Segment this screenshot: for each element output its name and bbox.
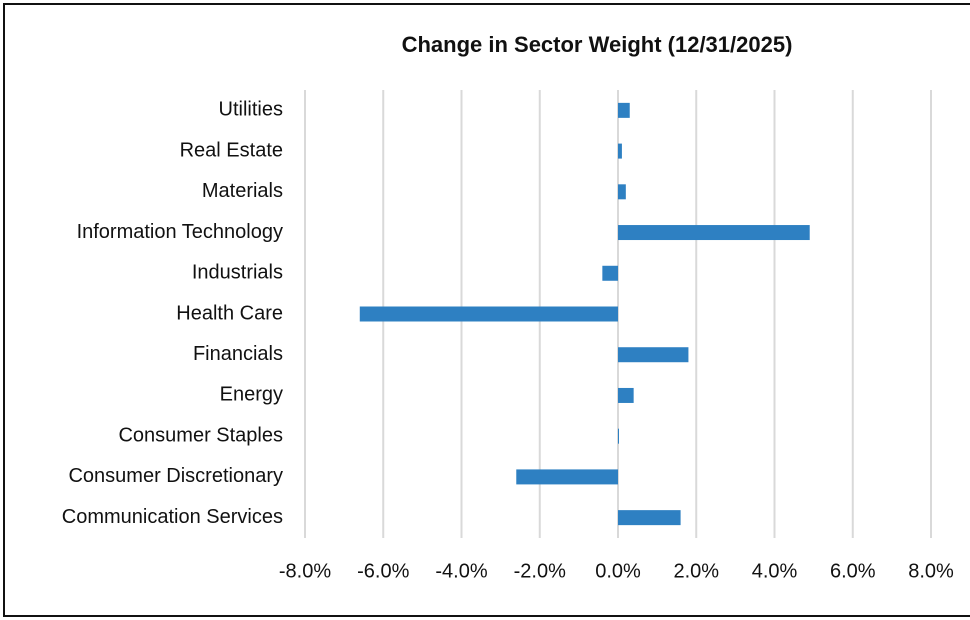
bar bbox=[618, 347, 689, 363]
bar bbox=[618, 225, 810, 241]
x-tick-label: -8.0% bbox=[279, 560, 331, 582]
bar bbox=[618, 143, 622, 159]
bar bbox=[618, 428, 619, 444]
y-tick-label: Utilities bbox=[219, 99, 283, 121]
x-tick-label: 4.0% bbox=[752, 560, 798, 582]
bar bbox=[618, 510, 681, 526]
y-tick-label: Materials bbox=[202, 180, 283, 202]
x-tick-label: -2.0% bbox=[514, 560, 566, 582]
y-tick-label: Real Estate bbox=[180, 139, 283, 161]
y-tick-label: Health Care bbox=[176, 302, 283, 324]
x-tick-label: -6.0% bbox=[357, 560, 409, 582]
bar bbox=[516, 469, 618, 485]
bar bbox=[618, 184, 626, 200]
y-tick-label: Communication Services bbox=[62, 506, 283, 528]
y-tick-label: Energy bbox=[220, 384, 283, 406]
x-tick-label: 6.0% bbox=[830, 560, 876, 582]
y-tick-label: Consumer Discretionary bbox=[68, 465, 283, 487]
bar bbox=[618, 387, 634, 403]
chart-title: Change in Sector Weight (12/31/2025) bbox=[402, 32, 793, 57]
y-tick-label: Industrials bbox=[192, 262, 283, 284]
x-tick-label: 8.0% bbox=[908, 560, 954, 582]
bar bbox=[359, 306, 618, 322]
x-tick-label: 2.0% bbox=[673, 560, 719, 582]
bar bbox=[602, 265, 618, 281]
y-tick-label: Consumer Staples bbox=[118, 424, 283, 446]
x-tick-label: -4.0% bbox=[435, 560, 487, 582]
bar bbox=[618, 102, 630, 118]
x-tick-label: 0.0% bbox=[595, 560, 641, 582]
y-tick-label: Financials bbox=[193, 343, 283, 365]
y-tick-label: Information Technology bbox=[77, 221, 283, 243]
